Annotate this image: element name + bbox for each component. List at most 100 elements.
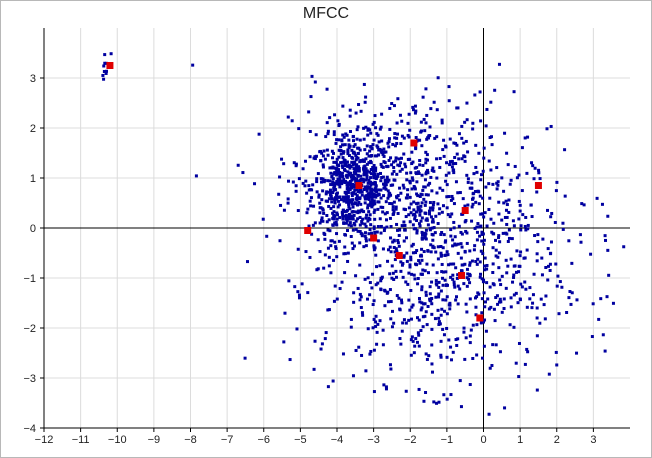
data-point: [520, 146, 524, 150]
data-point: [421, 325, 425, 329]
data-point: [372, 188, 376, 192]
data-point: [375, 330, 379, 334]
data-point: [458, 379, 462, 383]
data-point: [407, 135, 411, 139]
data-point: [474, 313, 478, 317]
data-point: [402, 255, 406, 259]
data-point: [353, 223, 357, 227]
data-point: [479, 173, 483, 177]
data-point: [497, 251, 501, 255]
data-point: [348, 183, 352, 187]
data-point: [442, 309, 446, 313]
data-point: [388, 272, 392, 276]
data-point: [374, 283, 378, 287]
data-point: [430, 312, 434, 316]
data-point: [334, 247, 338, 251]
data-point: [315, 190, 319, 194]
data-point: [483, 300, 487, 304]
data-point: [329, 271, 333, 275]
data-point: [489, 217, 493, 221]
data-point: [511, 280, 515, 284]
data-point: [367, 210, 371, 214]
data-point: [404, 165, 408, 169]
data-point: [374, 184, 378, 188]
data-point: [355, 163, 359, 167]
data-point: [331, 223, 335, 227]
data-point: [471, 323, 475, 327]
tick-labels: −12 −11 −10 −9 −8 −7 −6 −5 −4 −3 −2 −1 0 1 2 3−4−3−2−10…: [23, 73, 596, 446]
data-point: [422, 117, 426, 121]
x-tick-label: −9: [148, 434, 161, 446]
data-point: [331, 191, 335, 195]
data-point: [487, 207, 491, 211]
data-point: [354, 111, 358, 115]
data-point: [385, 178, 389, 182]
data-point: [549, 240, 553, 244]
data-point: [481, 169, 485, 173]
data-point: [282, 208, 286, 212]
data-point: [340, 138, 344, 142]
data-point: [480, 239, 484, 243]
data-point: [361, 177, 365, 181]
data-point: [526, 223, 530, 227]
data-point: [325, 213, 329, 217]
data-point: [442, 233, 446, 237]
data-point: [335, 191, 339, 195]
data-point: [439, 232, 443, 236]
data-point: [421, 188, 425, 192]
data-point: [453, 243, 457, 247]
data-point: [494, 254, 498, 258]
data-point: [378, 264, 382, 268]
data-point: [393, 132, 397, 136]
data-point: [412, 208, 416, 212]
data-point: [417, 333, 421, 337]
data-point: [376, 133, 380, 137]
data-point: [452, 171, 456, 175]
data-point: [351, 374, 355, 378]
data-point: [417, 259, 421, 263]
data-point: [443, 144, 447, 148]
centroid-point: [410, 139, 418, 147]
data-point: [296, 247, 300, 251]
data-point: [337, 239, 341, 243]
data-point: [506, 163, 510, 167]
data-point: [407, 271, 411, 275]
data-point: [424, 352, 428, 356]
data-point: [377, 188, 381, 192]
data-point: [356, 168, 360, 172]
y-tick-label: 2: [30, 123, 36, 135]
data-point: [413, 111, 417, 115]
data-point: [478, 90, 482, 94]
data-point: [444, 239, 448, 243]
data-point: [400, 134, 404, 138]
data-point: [365, 189, 369, 193]
data-point: [355, 137, 359, 141]
data-point: [288, 358, 292, 362]
data-point: [492, 283, 496, 287]
data-point: [492, 221, 496, 225]
data-point: [447, 195, 451, 199]
data-point: [518, 254, 522, 258]
axes: [40, 28, 630, 432]
data-point: [373, 187, 377, 191]
data-point: [441, 276, 445, 280]
data-point: [381, 182, 385, 186]
data-point: [536, 233, 540, 237]
data-point: [444, 253, 448, 257]
data-point: [424, 150, 428, 154]
data-point: [464, 336, 468, 340]
data-point: [381, 328, 385, 332]
data-point: [415, 180, 419, 184]
data-point: [466, 150, 470, 154]
data-point: [535, 190, 539, 194]
data-point: [363, 231, 367, 235]
y-tick-label: 0: [30, 223, 36, 235]
data-point: [348, 108, 352, 112]
x-tick-label: 2: [554, 434, 560, 446]
data-point: [295, 327, 299, 331]
data-point: [356, 125, 360, 129]
data-point: [356, 174, 360, 178]
data-point: [392, 277, 396, 281]
data-point: [102, 77, 106, 81]
data-point: [328, 179, 332, 183]
